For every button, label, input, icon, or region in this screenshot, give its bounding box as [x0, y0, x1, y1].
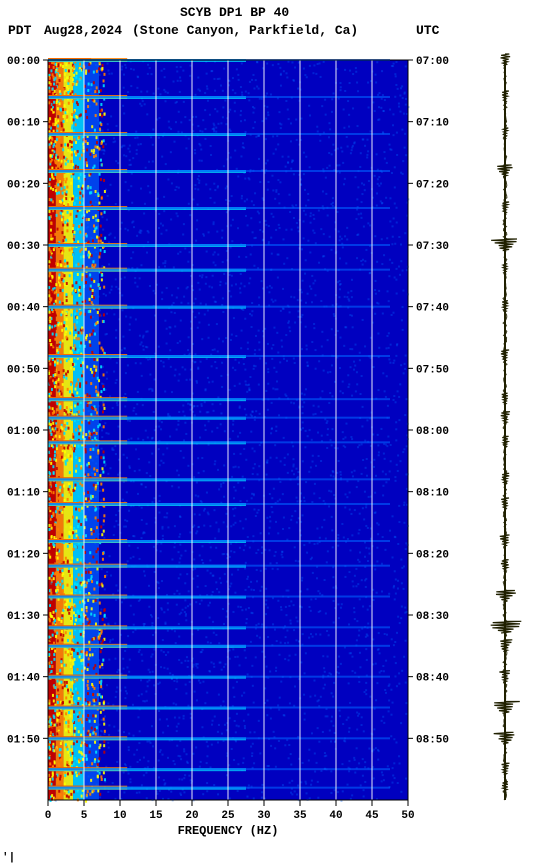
time-right-label: 07:30: [416, 241, 449, 253]
left-tz-label: PDT: [8, 23, 32, 38]
freq-tick-label: 45: [365, 810, 379, 822]
seismogram-event: [501, 498, 509, 510]
time-right-label: 07:40: [416, 303, 449, 315]
freq-tick-label: 20: [185, 810, 198, 822]
seismogram-event: [501, 350, 509, 362]
time-left-label: 00:10: [7, 118, 40, 130]
time-right-label: 07:10: [416, 118, 449, 130]
time-right-label: 08:30: [416, 611, 449, 623]
seismogram-event: [500, 535, 510, 547]
freq-tick-label: 25: [221, 810, 235, 822]
time-left-label: 01:30: [7, 611, 40, 623]
time-left-label: 00:20: [7, 179, 40, 191]
seismogram-event: [501, 412, 510, 424]
freq-tick-label: 0: [45, 810, 52, 822]
seismogram-event: [502, 91, 509, 103]
spectrogram-panel: [48, 58, 410, 803]
seismogram-event: [491, 239, 517, 251]
seismogram-event: [501, 54, 511, 66]
seismogram-event: [502, 763, 510, 775]
station-line: SCYB DP1 BP 40: [180, 5, 289, 20]
time-right-label: 07:50: [416, 364, 449, 376]
right-tz-label: UTC: [416, 23, 440, 38]
freq-tick-label: 15: [149, 810, 163, 822]
time-right-label: 08:10: [416, 488, 449, 500]
time-left-label: 00:40: [7, 303, 40, 315]
seismogram-event: [494, 732, 515, 744]
frequency-axis-label: FREQUENCY (HZ): [178, 824, 279, 838]
seismogram-event: [494, 702, 520, 714]
seismogram-event: [496, 591, 516, 603]
time-left-label: 01:20: [7, 549, 40, 561]
time-left-label: 00:30: [7, 241, 40, 253]
seismogram-event: [501, 560, 509, 572]
freq-tick-label: 30: [257, 810, 270, 822]
freq-tick-label: 35: [293, 810, 307, 822]
time-right-label: 08:50: [416, 734, 449, 746]
frequency-axis: 0 5 10 15 20 25 30 35 40 45 50: [45, 800, 415, 822]
seismogram-event: [502, 473, 509, 485]
freq-tick-label: 50: [401, 810, 414, 822]
time-left-label: 01:00: [7, 426, 40, 438]
time-right-label: 08:00: [416, 426, 449, 438]
time-right-label: 07:00: [416, 56, 449, 68]
time-axis-pdt: 00:00 00:10 00:20 00:30 00:40 00:50 01:00 01:10…: [7, 56, 48, 746]
time-axis-utc: 07:00 07:10 07:20 07:30 07:40 07:50 08:00 08:10…: [408, 56, 449, 746]
location-label: (Stone Canyon, Parkfield, Ca): [132, 23, 358, 38]
time-right-label: 08:20: [416, 549, 449, 561]
time-left-label: 01:50: [7, 734, 40, 746]
footer-mark: '|: [2, 852, 15, 864]
freq-tick-label: 40: [329, 810, 342, 822]
seismogram-event: [499, 671, 510, 683]
time-left-label: 00:00: [7, 56, 40, 68]
time-left-label: 00:50: [7, 364, 40, 376]
seismogram-trace: [491, 54, 522, 800]
time-right-label: 08:40: [416, 673, 449, 685]
seismogram-event: [500, 640, 512, 652]
date-label: Aug28,2024: [44, 23, 122, 38]
seismogram-event: [497, 165, 512, 177]
seismogram-event: [502, 393, 508, 405]
time-left-label: 01:40: [7, 673, 40, 685]
time-right-label: 07:20: [416, 179, 449, 191]
seismogram-event: [491, 621, 522, 633]
freq-tick-label: 5: [81, 810, 88, 822]
time-left-label: 01:10: [7, 488, 40, 500]
freq-tick-label: 10: [113, 810, 126, 822]
seismic-spectrogram-figure: SCYB DP1 BP 40 PDT Aug28,2024 (Stone Can…: [0, 0, 552, 864]
